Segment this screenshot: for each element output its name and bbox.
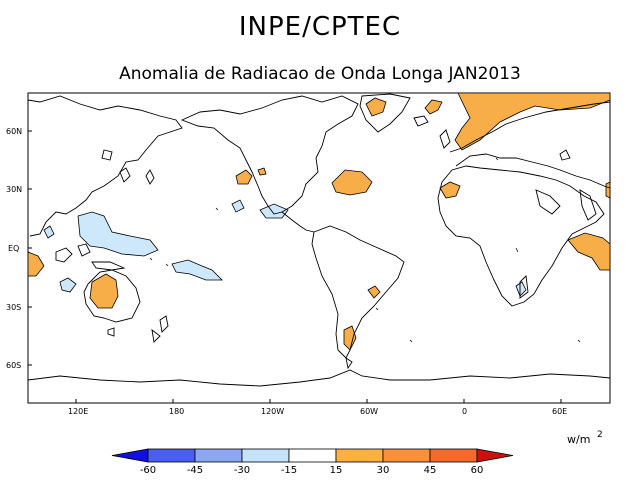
small-islands [149, 157, 581, 343]
legend-arrow-right [476, 448, 514, 463]
map-title: INPE/CPTEC [238, 12, 402, 42]
lon-label: 0 [462, 407, 467, 416]
unit-label: w/m 2 [567, 430, 603, 446]
unit-text: w/m [567, 433, 590, 446]
legend-swatch [429, 448, 478, 463]
positive-anomaly-north-atlantic [331, 169, 373, 196]
positive-anomaly-indian-ocean [567, 232, 611, 271]
lon-label: 180 [169, 407, 184, 416]
lon-label: 60E [552, 407, 567, 416]
map-subtitle: Anomalia de Radiacao de Onda Longa JAN20… [119, 64, 521, 84]
legend-swatch [147, 448, 196, 463]
legend-swatch [382, 448, 431, 463]
lon-label: 60W [360, 407, 378, 416]
positive-anomaly-south-america-central [367, 285, 381, 299]
legend-tick-label: -15 [281, 465, 297, 476]
positive-anomaly-indonesia-west [27, 251, 45, 277]
negative-anomaly-west-pacific [77, 211, 159, 257]
legend-tick-label: 45 [424, 465, 437, 476]
lat-label: 60S [6, 361, 21, 370]
positive-anomaly-patagonia [343, 325, 357, 351]
positive-anomaly-mexico [257, 167, 267, 176]
legend-tick-label: -30 [234, 465, 250, 476]
lat-label: EQ [8, 244, 19, 253]
legend-tick-label: -45 [187, 465, 203, 476]
color-legend [111, 448, 514, 463]
positive-anomaly-east-africa-coast [605, 181, 611, 199]
positive-anomaly-greenland-sea [424, 99, 443, 115]
legend-tick-label: -60 [140, 465, 156, 476]
legend-tick-label: 30 [377, 465, 390, 476]
positive-anomaly-australia [89, 273, 119, 309]
lat-label: 30S [6, 303, 21, 312]
legend-tick-labels: -60 -45 -30 -15 15 30 45 60 [140, 465, 484, 476]
latitude-axis: 60N 30N EQ 30S 60S [6, 127, 32, 370]
positive-anomaly-north-pacific [235, 169, 253, 185]
negative-anomaly-central-pacific-small [231, 199, 245, 213]
positive-anomaly-sahara [439, 181, 461, 199]
legend-swatch [241, 448, 290, 463]
unit-power: 2 [597, 430, 603, 440]
longitude-axis: 120E 180 120W 60W 0 60E [68, 399, 567, 416]
negative-anomaly-sumatra [43, 225, 55, 239]
legend-swatch [288, 448, 337, 463]
legend-swatch [335, 448, 384, 463]
negative-anomaly-south-pacific [171, 259, 223, 281]
anomaly-shading [27, 92, 611, 351]
lat-label: 60N [6, 127, 22, 136]
legend-tick-label: 15 [330, 465, 343, 476]
legend-swatch [194, 448, 243, 463]
lon-label: 120E [68, 407, 88, 416]
negative-anomaly-indonesia-south [59, 277, 77, 293]
legend-tick-label: 60 [471, 465, 484, 476]
coastlines [27, 93, 611, 387]
positive-anomaly-arctic-asia [454, 92, 611, 151]
positive-anomaly-greenland [365, 97, 387, 117]
lat-label: 30N [6, 185, 22, 194]
legend-arrow-left [111, 448, 149, 463]
lon-label: 120W [261, 407, 284, 416]
